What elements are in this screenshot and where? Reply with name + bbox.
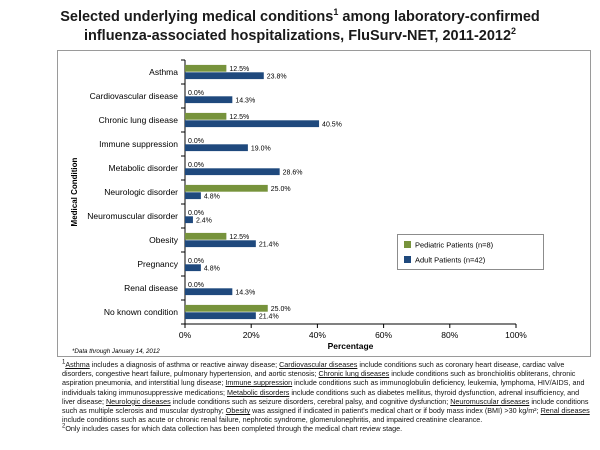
data-label-adult: 28.6%: [283, 169, 303, 176]
data-label-adult: 21.4%: [259, 313, 279, 320]
bar-chart: 0% 20% 40% 60% 80% 100% Percentage Medical Cond…: [57, 50, 591, 357]
footnote-2: 2Only includes cases for which data coll…: [62, 424, 403, 434]
category-label: No known condition: [104, 307, 178, 317]
legend: [397, 234, 544, 270]
footnote-term: Asthma: [65, 360, 90, 369]
bar-adult: [185, 96, 233, 104]
x-tick-label: 20%: [243, 330, 260, 340]
data-label-adult: 23.8%: [267, 73, 287, 80]
bar-adult: [185, 240, 256, 248]
footnote-term: Renal diseases: [540, 406, 590, 416]
footnote-definition: include conditions such as bronchiolitis…: [62, 369, 576, 388]
x-tick-label: 100%: [505, 330, 527, 340]
category-label: Immune suppression: [99, 139, 178, 149]
data-label-pediatric: 12.5%: [229, 234, 249, 241]
legend-swatch-pediatric: [404, 241, 411, 248]
footnote-term: Immune suppression: [225, 378, 293, 388]
bar-pediatric: [185, 232, 227, 240]
bar-adult: [185, 120, 320, 128]
bar-adult: [185, 312, 256, 320]
footnote-term: Metabolic disorders: [227, 387, 290, 397]
data-label-adult: 14.3%: [235, 289, 255, 296]
footnote-definition: include conditions such as immunoglobuli…: [62, 378, 585, 397]
footnote-definition: include conditions such as seizure disor…: [170, 396, 451, 406]
category-label: Cardiovascular disease: [90, 91, 179, 101]
footnote-definition: include conditions such as coronary hear…: [62, 360, 565, 379]
category-label: Chronic lung disease: [99, 115, 179, 125]
data-label-adult: 2.4%: [196, 217, 212, 224]
footnote-term: Neuromuscular diseases: [450, 396, 530, 406]
bar-adult: [185, 168, 280, 176]
bar-pediatric: [185, 184, 268, 192]
category-label: Asthma: [149, 67, 178, 77]
bar-adult: [185, 192, 201, 200]
footnote-definition: include conditions such as diabetes mell…: [62, 387, 580, 406]
data-label-pediatric: 12.5%: [229, 114, 249, 121]
data-label-adult: 4.8%: [204, 265, 220, 272]
footnote-term: Neurologic diseases: [105, 396, 171, 406]
bar-pediatric: [185, 304, 268, 312]
data-label-pediatric: 0.0%: [188, 90, 204, 97]
data-label-pediatric: 25.0%: [271, 186, 291, 193]
legend-label-pediatric: Pediatric Patients (n=8): [415, 241, 494, 250]
data-label-pediatric: 0.0%: [188, 138, 204, 145]
footnote-term: Chronic lung diseases: [318, 369, 390, 379]
chart-title: Selected underlying medical conditions1 …: [0, 8, 600, 46]
x-axis-title: Percentage: [328, 341, 374, 351]
bar-adult: [185, 216, 193, 224]
date-note: *Data through January 14, 2012: [72, 348, 160, 355]
title-line-1: Selected underlying medical conditions1 …: [60, 7, 540, 25]
bar-adult: [185, 288, 233, 296]
data-label-pediatric: 0.0%: [188, 258, 204, 265]
legend-swatch-adult: [404, 256, 411, 263]
data-label-adult: 14.3%: [235, 97, 255, 104]
category-label: Obesity: [149, 235, 179, 245]
bar-pediatric: [185, 64, 227, 72]
data-label-adult: 21.4%: [259, 241, 279, 248]
footnote-definition: was assigned if indicated in patient's m…: [250, 406, 541, 416]
title-footnote-ref-1: 1: [333, 7, 339, 18]
footnote-term: Obesity: [225, 406, 251, 416]
x-tick-label: 0%: [179, 330, 192, 340]
category-label: Pregnancy: [137, 259, 178, 269]
category-label: Renal disease: [124, 283, 178, 293]
data-label-pediatric: 0.0%: [188, 210, 204, 217]
footnotes: 1Asthma includes a diagnosis of asthma o…: [62, 360, 590, 434]
bar-adult: [185, 264, 201, 272]
data-label-adult: 40.5%: [322, 121, 342, 128]
data-label-adult: 4.8%: [204, 193, 220, 200]
y-axis-title: Medical Condition: [70, 157, 79, 226]
category-label: Neuromuscular disorder: [87, 211, 178, 221]
x-tick-label: 60%: [375, 330, 392, 340]
data-label-pediatric: 0.0%: [188, 162, 204, 169]
data-label-pediatric: 12.5%: [229, 66, 249, 73]
bar-pediatric: [185, 112, 227, 120]
footnote-definition: include conditions such as acute or chro…: [62, 415, 483, 425]
footnote-definition: includes a diagnosis of asthma or reacti…: [89, 360, 280, 369]
category-label: Metabolic disorder: [109, 163, 179, 173]
x-tick-label: 40%: [309, 330, 326, 340]
footnote-definition: include conditions such as multiple scle…: [62, 396, 589, 416]
footnote-term: Cardiovascular diseases: [279, 360, 358, 369]
bar-adult: [185, 144, 248, 152]
data-label-pediatric: 0.0%: [188, 282, 204, 289]
data-label-adult: 19.0%: [251, 145, 271, 152]
footnote-1: 1Asthma includes a diagnosis of asthma o…: [62, 359, 590, 425]
x-tick-label: 80%: [441, 330, 458, 340]
bar-adult: [185, 72, 264, 80]
data-label-pediatric: 25.0%: [271, 306, 291, 313]
legend-label-adult: Adult Patients (n=42): [415, 256, 486, 265]
chart-border: [57, 50, 591, 357]
title-footnote-ref-2: 2: [511, 26, 517, 37]
title-line-2: influenza-associated hospitalizations, F…: [83, 26, 517, 44]
category-label: Neurologic disorder: [104, 187, 178, 197]
